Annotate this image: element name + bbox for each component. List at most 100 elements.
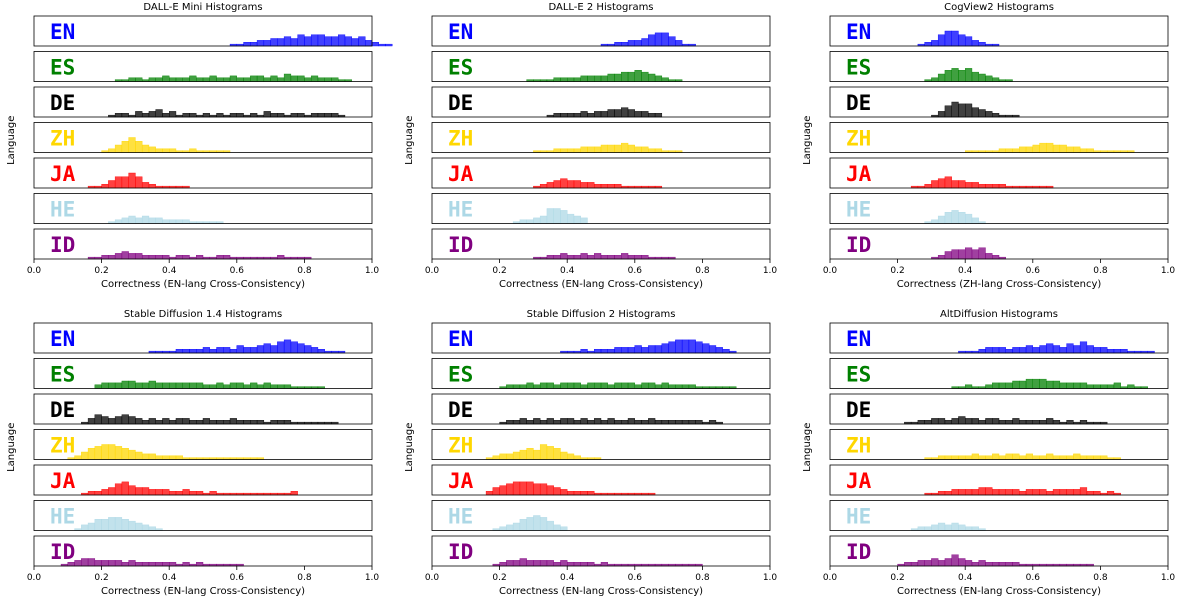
histogram-bar (162, 113, 170, 118)
histogram-bar (539, 382, 548, 389)
histogram-bar (634, 111, 642, 118)
histogram-bar (614, 73, 622, 82)
histogram-bar (965, 526, 973, 531)
histogram-bar (621, 42, 629, 47)
histogram-bar (223, 347, 231, 354)
y-axis-label: Language (802, 423, 813, 472)
histogram-bar (108, 487, 116, 496)
histogram-bar (607, 349, 615, 354)
histogram-bar (641, 71, 649, 82)
histogram-bar (965, 68, 973, 82)
histogram-bar (931, 180, 939, 189)
histogram-bar (560, 451, 568, 460)
histogram-bar (971, 217, 979, 224)
histogram-bar (1059, 455, 1067, 460)
histogram-bar (243, 42, 251, 47)
histogram-bar (998, 489, 1006, 496)
histogram-bar (614, 255, 622, 260)
histogram-bar (924, 560, 932, 567)
histogram-bar (162, 562, 170, 567)
histogram-bar (141, 182, 150, 189)
language-label: ZH (846, 434, 871, 458)
histogram-bar (310, 75, 319, 82)
histogram-bar (607, 255, 615, 260)
histogram-bar (135, 382, 143, 389)
histogram-bar (229, 75, 237, 82)
histogram-bar (162, 255, 170, 260)
histogram-bar (965, 36, 973, 47)
histogram-bar (1066, 455, 1074, 460)
histogram-bar (985, 253, 993, 260)
histogram-bar (135, 487, 143, 496)
histogram-bar (317, 113, 325, 118)
histogram-bar (985, 111, 993, 118)
histogram-bar (958, 70, 966, 82)
row-frame (829, 86, 1169, 118)
x-tick-label: 0.6 (230, 573, 245, 583)
histogram-bar (1005, 148, 1013, 153)
histogram-bar (951, 455, 959, 460)
histogram-bar (580, 491, 588, 496)
histogram-bar (580, 111, 588, 118)
histogram-bar (196, 562, 204, 567)
histogram-bar (715, 347, 723, 354)
histogram-bar (958, 103, 966, 118)
histogram-bar (189, 113, 197, 118)
histogram-bar (175, 219, 183, 224)
language-label: EN (448, 327, 473, 351)
histogram-bar (668, 420, 676, 425)
histogram-bar (270, 345, 278, 354)
histogram-bar (1019, 491, 1027, 496)
histogram-bar (641, 255, 649, 260)
histogram-bar (931, 219, 939, 224)
histogram-bar (499, 562, 507, 567)
histogram-bar (290, 341, 298, 354)
row-frame (431, 429, 771, 460)
histogram-bar (944, 491, 952, 496)
histogram-bar (594, 349, 602, 354)
histogram-bar (196, 77, 204, 82)
histogram-bar (560, 148, 568, 153)
histogram-bar (546, 520, 554, 531)
histogram-bar (114, 446, 123, 460)
histogram-bar (539, 444, 548, 460)
histogram-bar (175, 255, 183, 260)
histogram-bar (175, 418, 183, 425)
histogram-bar (1046, 343, 1054, 354)
histogram-bar (87, 448, 96, 460)
x-tick-label: 0.8 (297, 266, 312, 276)
x-tick-label: 0.0 (425, 266, 440, 276)
histogram-bar (243, 77, 251, 82)
histogram-bar (1106, 384, 1115, 389)
histogram-bar (533, 217, 541, 224)
histogram-bar (648, 418, 656, 425)
histogram-bar (567, 77, 575, 82)
histogram-bar (155, 255, 163, 260)
language-row: DE (431, 86, 771, 118)
histogram-bar (101, 255, 109, 260)
histogram-bar (128, 520, 136, 531)
histogram-bar (1093, 347, 1101, 354)
language-row: JA (431, 157, 771, 189)
histogram-bar (1025, 378, 1034, 389)
histogram-bar (168, 455, 177, 460)
histogram-bar (1086, 455, 1094, 460)
histogram-bar (600, 349, 608, 354)
histogram-bar (1052, 345, 1061, 354)
histogram-bar (985, 418, 993, 425)
histogram-bar (128, 380, 136, 389)
histogram-bar (155, 562, 163, 567)
histogram-bar (168, 219, 177, 224)
histogram-bar (128, 137, 136, 153)
histogram-bar (1073, 146, 1081, 153)
histogram-bar (162, 219, 170, 224)
histogram-bar (263, 77, 271, 82)
row-frame (33, 122, 373, 153)
histogram-bar (1100, 455, 1108, 460)
histogram-bar (297, 34, 305, 47)
histogram-bar (931, 418, 939, 425)
histogram-bar (627, 71, 635, 82)
language-label: JA (846, 469, 872, 493)
histogram-bar (648, 113, 656, 118)
histogram-bar (904, 562, 912, 567)
